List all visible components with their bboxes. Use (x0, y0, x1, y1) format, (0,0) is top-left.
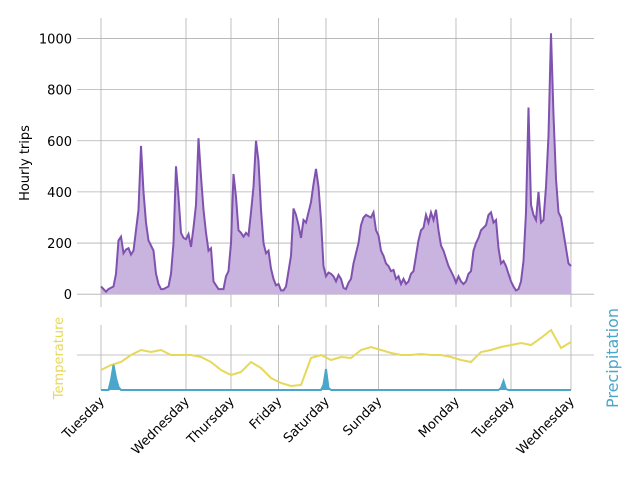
line (101, 364, 571, 391)
temperature-label: Temperature (52, 317, 67, 400)
precipitation-label: Precipitation (603, 308, 622, 408)
y-tick-label: 1000 (39, 32, 72, 47)
x-tick-label: Friday (247, 394, 286, 433)
y-tick-label: 800 (47, 84, 72, 99)
x-tick-label: Saturday (281, 394, 333, 446)
y-tick-label: 200 (47, 237, 72, 252)
x-tick-label: Thursday (184, 394, 238, 448)
y-tick-label: 0 (64, 288, 72, 303)
x-tick-label: Monday (416, 394, 463, 441)
area (101, 33, 571, 295)
y-tick-label: 400 (47, 186, 72, 201)
line (100, 33, 572, 294)
y-tick-label: 600 (47, 135, 72, 150)
y-axis-label: Hourly trips (18, 125, 33, 201)
area (101, 365, 571, 390)
x-tick-label: Wednesday (129, 394, 193, 458)
x-tick-label: Wednesday (514, 394, 578, 458)
x-tick-label: Tuesday (59, 394, 108, 443)
x-tick-label: Sunday (340, 394, 385, 439)
line (100, 328, 572, 388)
x-tick-label: Tuesday (469, 394, 518, 443)
